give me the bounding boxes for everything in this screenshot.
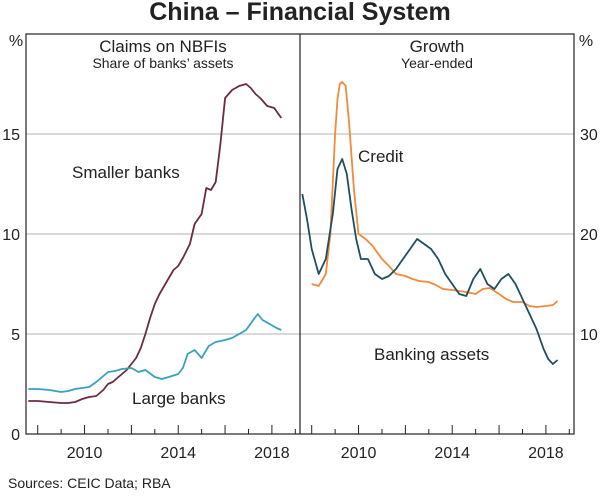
smaller-banks-line — [28, 83, 283, 404]
tick-labels: 0 5 10 15 2010 2014 2018 10 20 30 2010 2014 2018 — [2, 127, 598, 462]
banking-assets-label: Banking assets — [374, 345, 489, 364]
credit-label: Credit — [358, 147, 404, 166]
source-note: Sources: CEIC Data; RBA — [8, 475, 171, 491]
right-panel-subtitle: Year-ended — [401, 55, 473, 71]
chart-title: China – Financial System — [149, 0, 451, 26]
series-layer — [28, 81, 559, 404]
right-y-tick-label: 20 — [580, 227, 598, 244]
left-panel-subtitle: Share of banks’ assets — [92, 55, 233, 71]
gridlines — [26, 133, 574, 335]
left-y-tick-label: 0 — [11, 427, 20, 444]
credit-line — [311, 81, 559, 308]
x-tick-label: 2010 — [341, 445, 377, 462]
large-banks-line — [28, 313, 282, 393]
x-tick-label: 2010 — [67, 445, 103, 462]
banking-assets-line — [301, 158, 559, 365]
right-y-tick-label: 30 — [580, 127, 598, 144]
left-y-tick-label: 5 — [11, 327, 20, 344]
smaller-banks-label: Smaller banks — [72, 163, 180, 182]
left-y-tick-label: 10 — [2, 227, 20, 244]
left-unit-label: % — [9, 33, 23, 50]
x-tick-label: 2014 — [434, 445, 470, 462]
x-tick-label: 2014 — [160, 445, 196, 462]
x-tick-label: 2018 — [254, 445, 290, 462]
left-y-tick-label: 15 — [2, 127, 20, 144]
right-y-tick-label: 10 — [580, 327, 598, 344]
right-panel-title: Growth — [410, 37, 465, 56]
right-unit-label: % — [579, 33, 593, 50]
left-panel-title: Claims on NBFIs — [99, 37, 227, 56]
x-tick-label: 2018 — [528, 445, 564, 462]
large-banks-label: Large banks — [132, 389, 226, 408]
